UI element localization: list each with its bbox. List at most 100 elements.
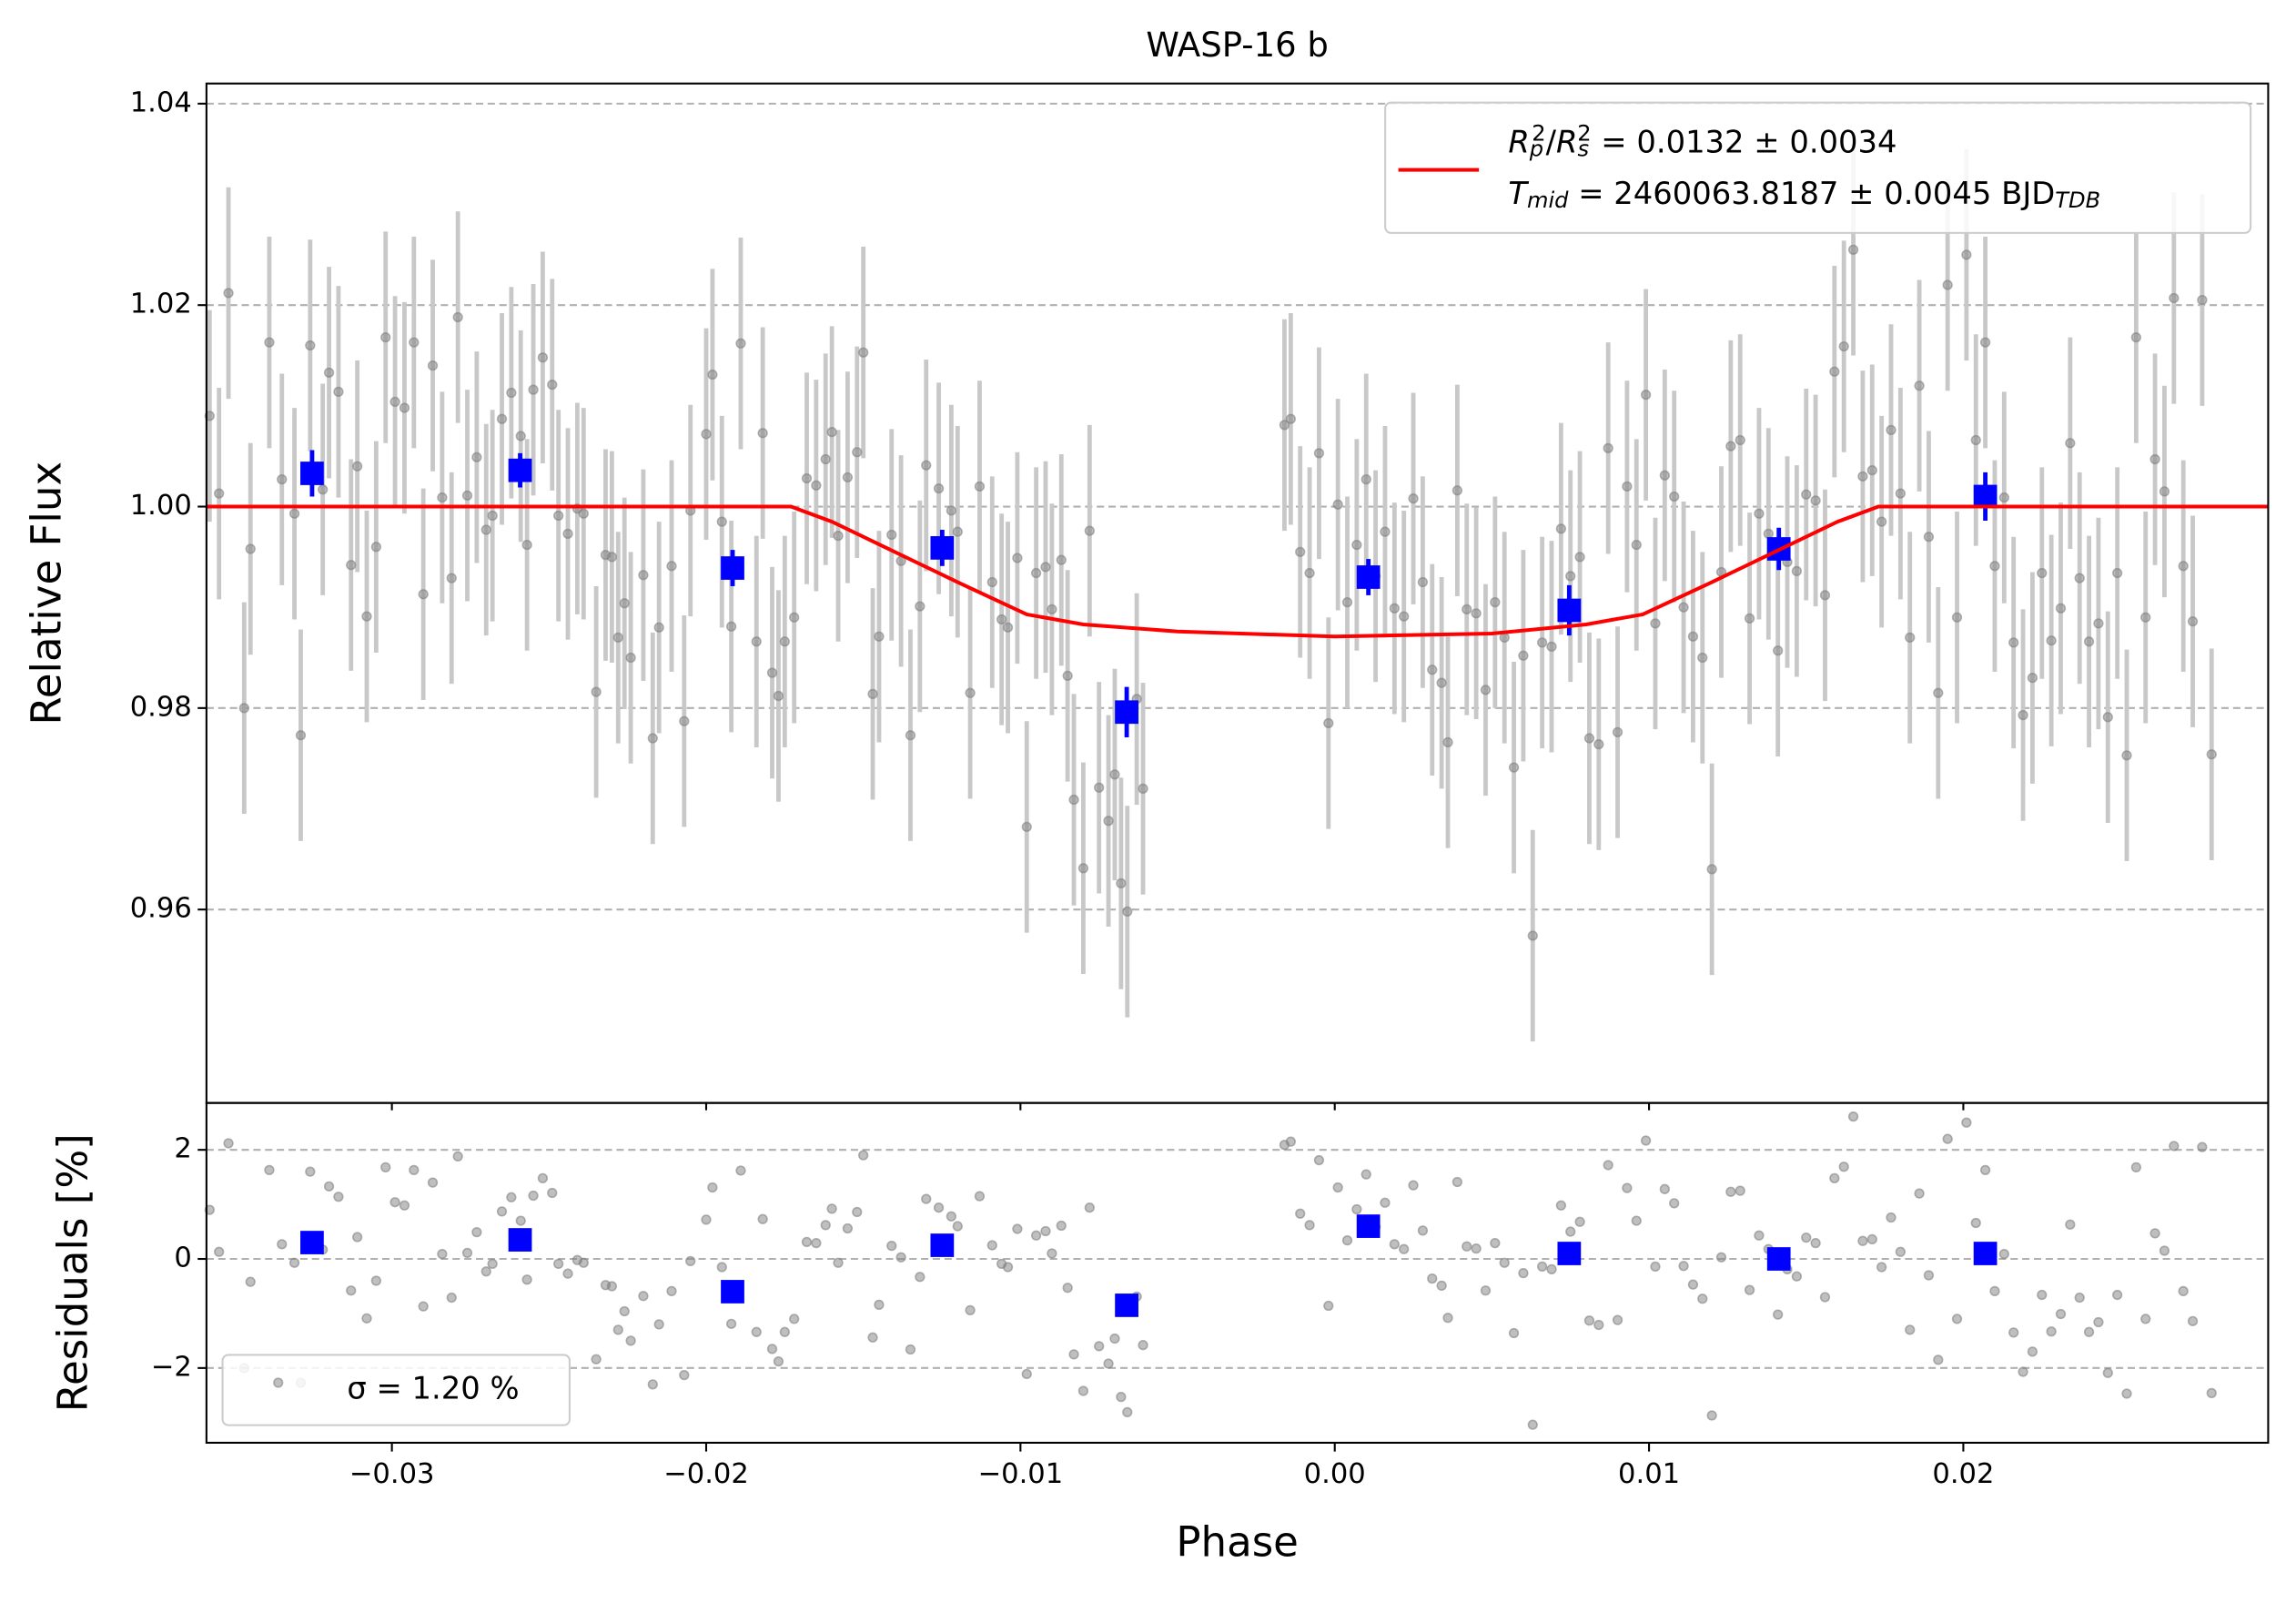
- data-point: [1876, 516, 1887, 527]
- residual-point: [578, 1257, 589, 1268]
- x-tick-label: 0.02: [1932, 1458, 1994, 1490]
- residual-point: [779, 1326, 790, 1337]
- residual-point: [1801, 1233, 1812, 1243]
- data-point: [1622, 481, 1633, 492]
- residual-point: [773, 1356, 784, 1367]
- data-point: [826, 427, 837, 438]
- legend-text: = 2460063.8187 ± 0.0045 BJD: [1568, 176, 2055, 211]
- data-point: [625, 652, 636, 664]
- data-point: [1417, 576, 1429, 588]
- residual-point: [1417, 1225, 1429, 1236]
- residual-point: [842, 1223, 854, 1234]
- data-point: [1687, 631, 1699, 642]
- residual-point: [1612, 1314, 1623, 1325]
- data-point: [1480, 685, 1492, 695]
- data-point: [461, 490, 473, 501]
- data-point: [496, 413, 508, 424]
- residual-point: [361, 1313, 372, 1324]
- data-point: [1989, 561, 2000, 572]
- data-point: [2206, 749, 2217, 760]
- data-point: [2027, 673, 2038, 684]
- residual-point: [1565, 1226, 1576, 1237]
- data-point: [537, 352, 549, 363]
- residual-point: [487, 1258, 498, 1270]
- data-point: [2121, 750, 2132, 761]
- residual-point: [915, 1272, 925, 1283]
- data-point: [735, 338, 746, 349]
- y-tick-label: 1.00: [130, 490, 192, 522]
- data-point: [1021, 821, 1032, 833]
- data-point: [264, 337, 275, 348]
- residual-point: [1810, 1238, 1821, 1249]
- residual-point: [725, 1318, 737, 1329]
- residual-point: [1408, 1180, 1419, 1191]
- residual-point: [1905, 1324, 1916, 1335]
- residual-point: [480, 1266, 491, 1277]
- residual-point: [952, 1221, 963, 1232]
- legend-text: mid: [1527, 188, 1569, 213]
- residual-point: [625, 1335, 636, 1346]
- data-point: [773, 690, 784, 702]
- data-point: [2093, 618, 2104, 629]
- data-point: [521, 539, 532, 551]
- data-point: [437, 492, 448, 503]
- residual-point: [874, 1299, 885, 1310]
- data-point: [886, 529, 897, 541]
- data-point: [245, 543, 256, 554]
- residual-point: [1838, 1162, 1849, 1172]
- data-point: [619, 598, 630, 609]
- data-point: [766, 667, 778, 678]
- data-point: [1360, 474, 1371, 485]
- data-point: [1047, 604, 1057, 615]
- residual-point: [1961, 1117, 1972, 1128]
- residual-point: [352, 1232, 363, 1243]
- residual-point: [1574, 1216, 1585, 1227]
- residual-point: [666, 1285, 677, 1296]
- data-point: [1961, 249, 1972, 260]
- residual-point: [1866, 1233, 1877, 1245]
- residual-point: [1706, 1410, 1717, 1421]
- residual-point: [1285, 1136, 1296, 1147]
- residual-point: [2065, 1219, 2076, 1230]
- residual-point: [801, 1236, 813, 1248]
- data-point: [1062, 670, 1073, 682]
- data-point: [1002, 622, 1014, 633]
- data-point: [1499, 632, 1510, 644]
- data-point: [277, 474, 288, 485]
- data-point: [1490, 597, 1501, 608]
- data-point: [1518, 650, 1529, 661]
- binned-point: [1973, 484, 1998, 509]
- data-point: [1905, 632, 1916, 644]
- data-point: [842, 472, 854, 483]
- x-axis-label: Phase: [1176, 1518, 1299, 1567]
- residual-point: [1593, 1319, 1604, 1331]
- legend-box: [1384, 101, 2252, 234]
- residual-point: [1687, 1279, 1699, 1290]
- data-point: [2008, 637, 2019, 648]
- residual-point: [858, 1150, 869, 1161]
- data-point: [1341, 597, 1353, 608]
- residual-point: [886, 1241, 897, 1252]
- data-point: [1612, 726, 1623, 738]
- residual-point: [1109, 1333, 1120, 1344]
- residual-point: [515, 1215, 526, 1226]
- data-point: [1669, 491, 1680, 502]
- data-point: [553, 510, 564, 522]
- residual-point: [895, 1252, 906, 1263]
- residual-point: [1791, 1271, 1803, 1282]
- y-tick-label: 1.02: [130, 289, 192, 320]
- residual-point: [1351, 1203, 1362, 1215]
- residual-point: [1332, 1182, 1343, 1193]
- residual-point: [1508, 1327, 1520, 1339]
- residual-point: [1030, 1230, 1042, 1241]
- data-point: [318, 484, 329, 495]
- data-point: [1471, 608, 1482, 619]
- data-point: [1351, 539, 1362, 551]
- residual-point: [826, 1203, 837, 1214]
- residual-point: [1886, 1212, 1896, 1223]
- data-point: [380, 331, 391, 343]
- residual-point: [2121, 1388, 2132, 1399]
- data-point: [2159, 486, 2170, 497]
- residual-point: [1442, 1313, 1453, 1324]
